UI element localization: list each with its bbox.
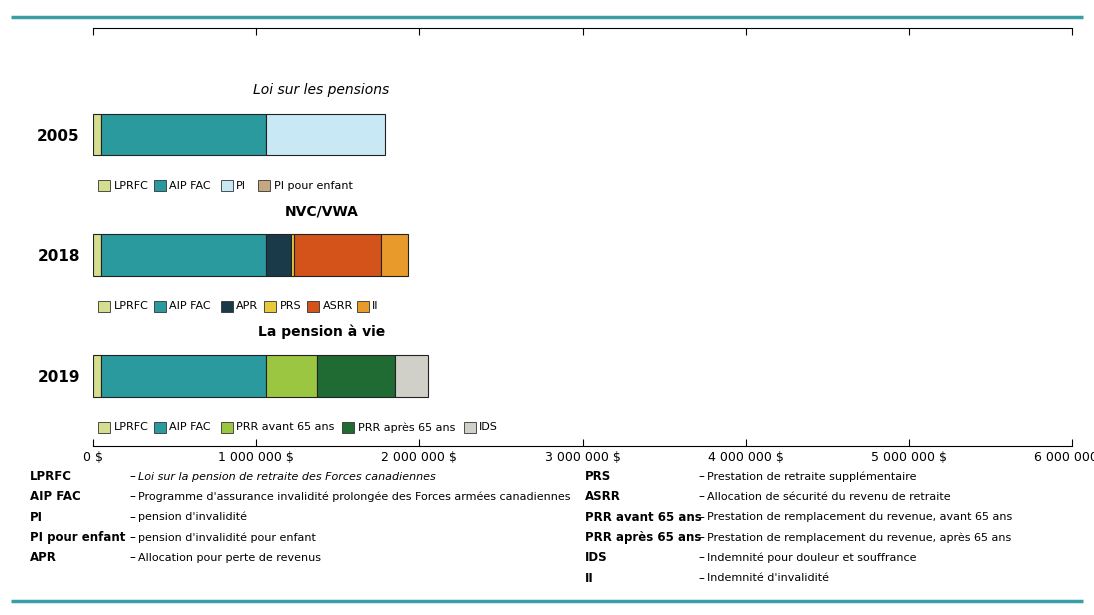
Text: PI: PI xyxy=(30,510,43,524)
Text: PI: PI xyxy=(236,181,246,191)
Text: IDS: IDS xyxy=(479,423,498,432)
Text: Prestation de remplacement du revenue, après 65 ans: Prestation de remplacement du revenue, a… xyxy=(707,532,1011,543)
Text: II: II xyxy=(372,301,379,311)
Text: AIP FAC: AIP FAC xyxy=(170,181,211,191)
Text: PRS: PRS xyxy=(585,470,612,483)
Text: –: – xyxy=(698,571,703,585)
Text: AIP FAC: AIP FAC xyxy=(170,301,211,311)
Bar xyxy=(291,234,294,276)
Text: LPRFC: LPRFC xyxy=(30,470,71,483)
Text: –: – xyxy=(698,551,703,565)
Text: PRR avant 65 ans: PRR avant 65 ans xyxy=(236,423,335,432)
Text: AIP FAC: AIP FAC xyxy=(170,423,211,432)
Text: Loi sur la pension de retraite des Forces canadiennes: Loi sur la pension de retraite des Force… xyxy=(138,472,435,482)
Bar xyxy=(266,355,317,397)
Text: PI pour enfant: PI pour enfant xyxy=(274,181,352,191)
Bar xyxy=(294,234,381,276)
Text: –: – xyxy=(129,551,135,565)
Text: Indemnité d'invalidité: Indemnité d'invalidité xyxy=(707,573,829,583)
Text: ASRR: ASRR xyxy=(585,490,621,504)
Text: –: – xyxy=(698,531,703,544)
Text: NVC/VWA: NVC/VWA xyxy=(284,204,359,218)
Text: APR: APR xyxy=(236,301,258,311)
Text: Prestation de remplacement du revenue, avant 65 ans: Prestation de remplacement du revenue, a… xyxy=(707,512,1012,522)
Text: ASRR: ASRR xyxy=(323,301,353,311)
Text: LPRFC: LPRFC xyxy=(114,301,149,311)
Text: PRR après 65 ans: PRR après 65 ans xyxy=(585,531,701,544)
Text: –: – xyxy=(698,510,703,524)
Bar xyxy=(93,355,102,397)
Text: Indemnité pour douleur et souffrance: Indemnité pour douleur et souffrance xyxy=(707,552,916,563)
Text: II: II xyxy=(585,571,594,585)
Bar xyxy=(93,234,102,276)
Text: Allocation pour perte de revenus: Allocation pour perte de revenus xyxy=(138,553,321,563)
Bar xyxy=(317,355,395,397)
Bar xyxy=(381,234,408,276)
Bar xyxy=(266,234,291,276)
Bar xyxy=(102,234,266,276)
Text: AIP FAC: AIP FAC xyxy=(30,490,80,504)
Bar xyxy=(93,114,102,156)
Text: Loi sur les pensions: Loi sur les pensions xyxy=(254,84,389,97)
Text: PRR après 65 ans: PRR après 65 ans xyxy=(358,422,455,432)
Text: PRS: PRS xyxy=(280,301,301,311)
Text: –: – xyxy=(698,490,703,504)
Text: –: – xyxy=(129,531,135,544)
Text: PI pour enfant: PI pour enfant xyxy=(30,531,125,544)
Text: IDS: IDS xyxy=(585,551,608,565)
Text: pension d'invalidité: pension d'invalidité xyxy=(138,512,247,523)
Text: Allocation de sécurité du revenu de retraite: Allocation de sécurité du revenu de retr… xyxy=(707,492,951,502)
Text: La pension à vie: La pension à vie xyxy=(258,325,385,339)
Bar xyxy=(102,355,266,397)
Text: –: – xyxy=(698,470,703,483)
Text: –: – xyxy=(129,510,135,524)
Text: LPRFC: LPRFC xyxy=(114,181,149,191)
Text: Prestation de retraite supplémentaire: Prestation de retraite supplémentaire xyxy=(707,471,916,482)
Text: PRR avant 65 ans: PRR avant 65 ans xyxy=(585,510,702,524)
Bar xyxy=(102,114,266,156)
Bar xyxy=(395,355,428,397)
Bar xyxy=(266,114,385,156)
Text: pension d'invalidité pour enfant: pension d'invalidité pour enfant xyxy=(138,532,316,543)
Text: APR: APR xyxy=(30,551,57,565)
Text: Programme d'assurance invalidité prolongée des Forces armées canadiennes: Programme d'assurance invalidité prolong… xyxy=(138,491,570,502)
Text: –: – xyxy=(129,490,135,504)
Text: –: – xyxy=(129,470,135,483)
Text: LPRFC: LPRFC xyxy=(114,423,149,432)
